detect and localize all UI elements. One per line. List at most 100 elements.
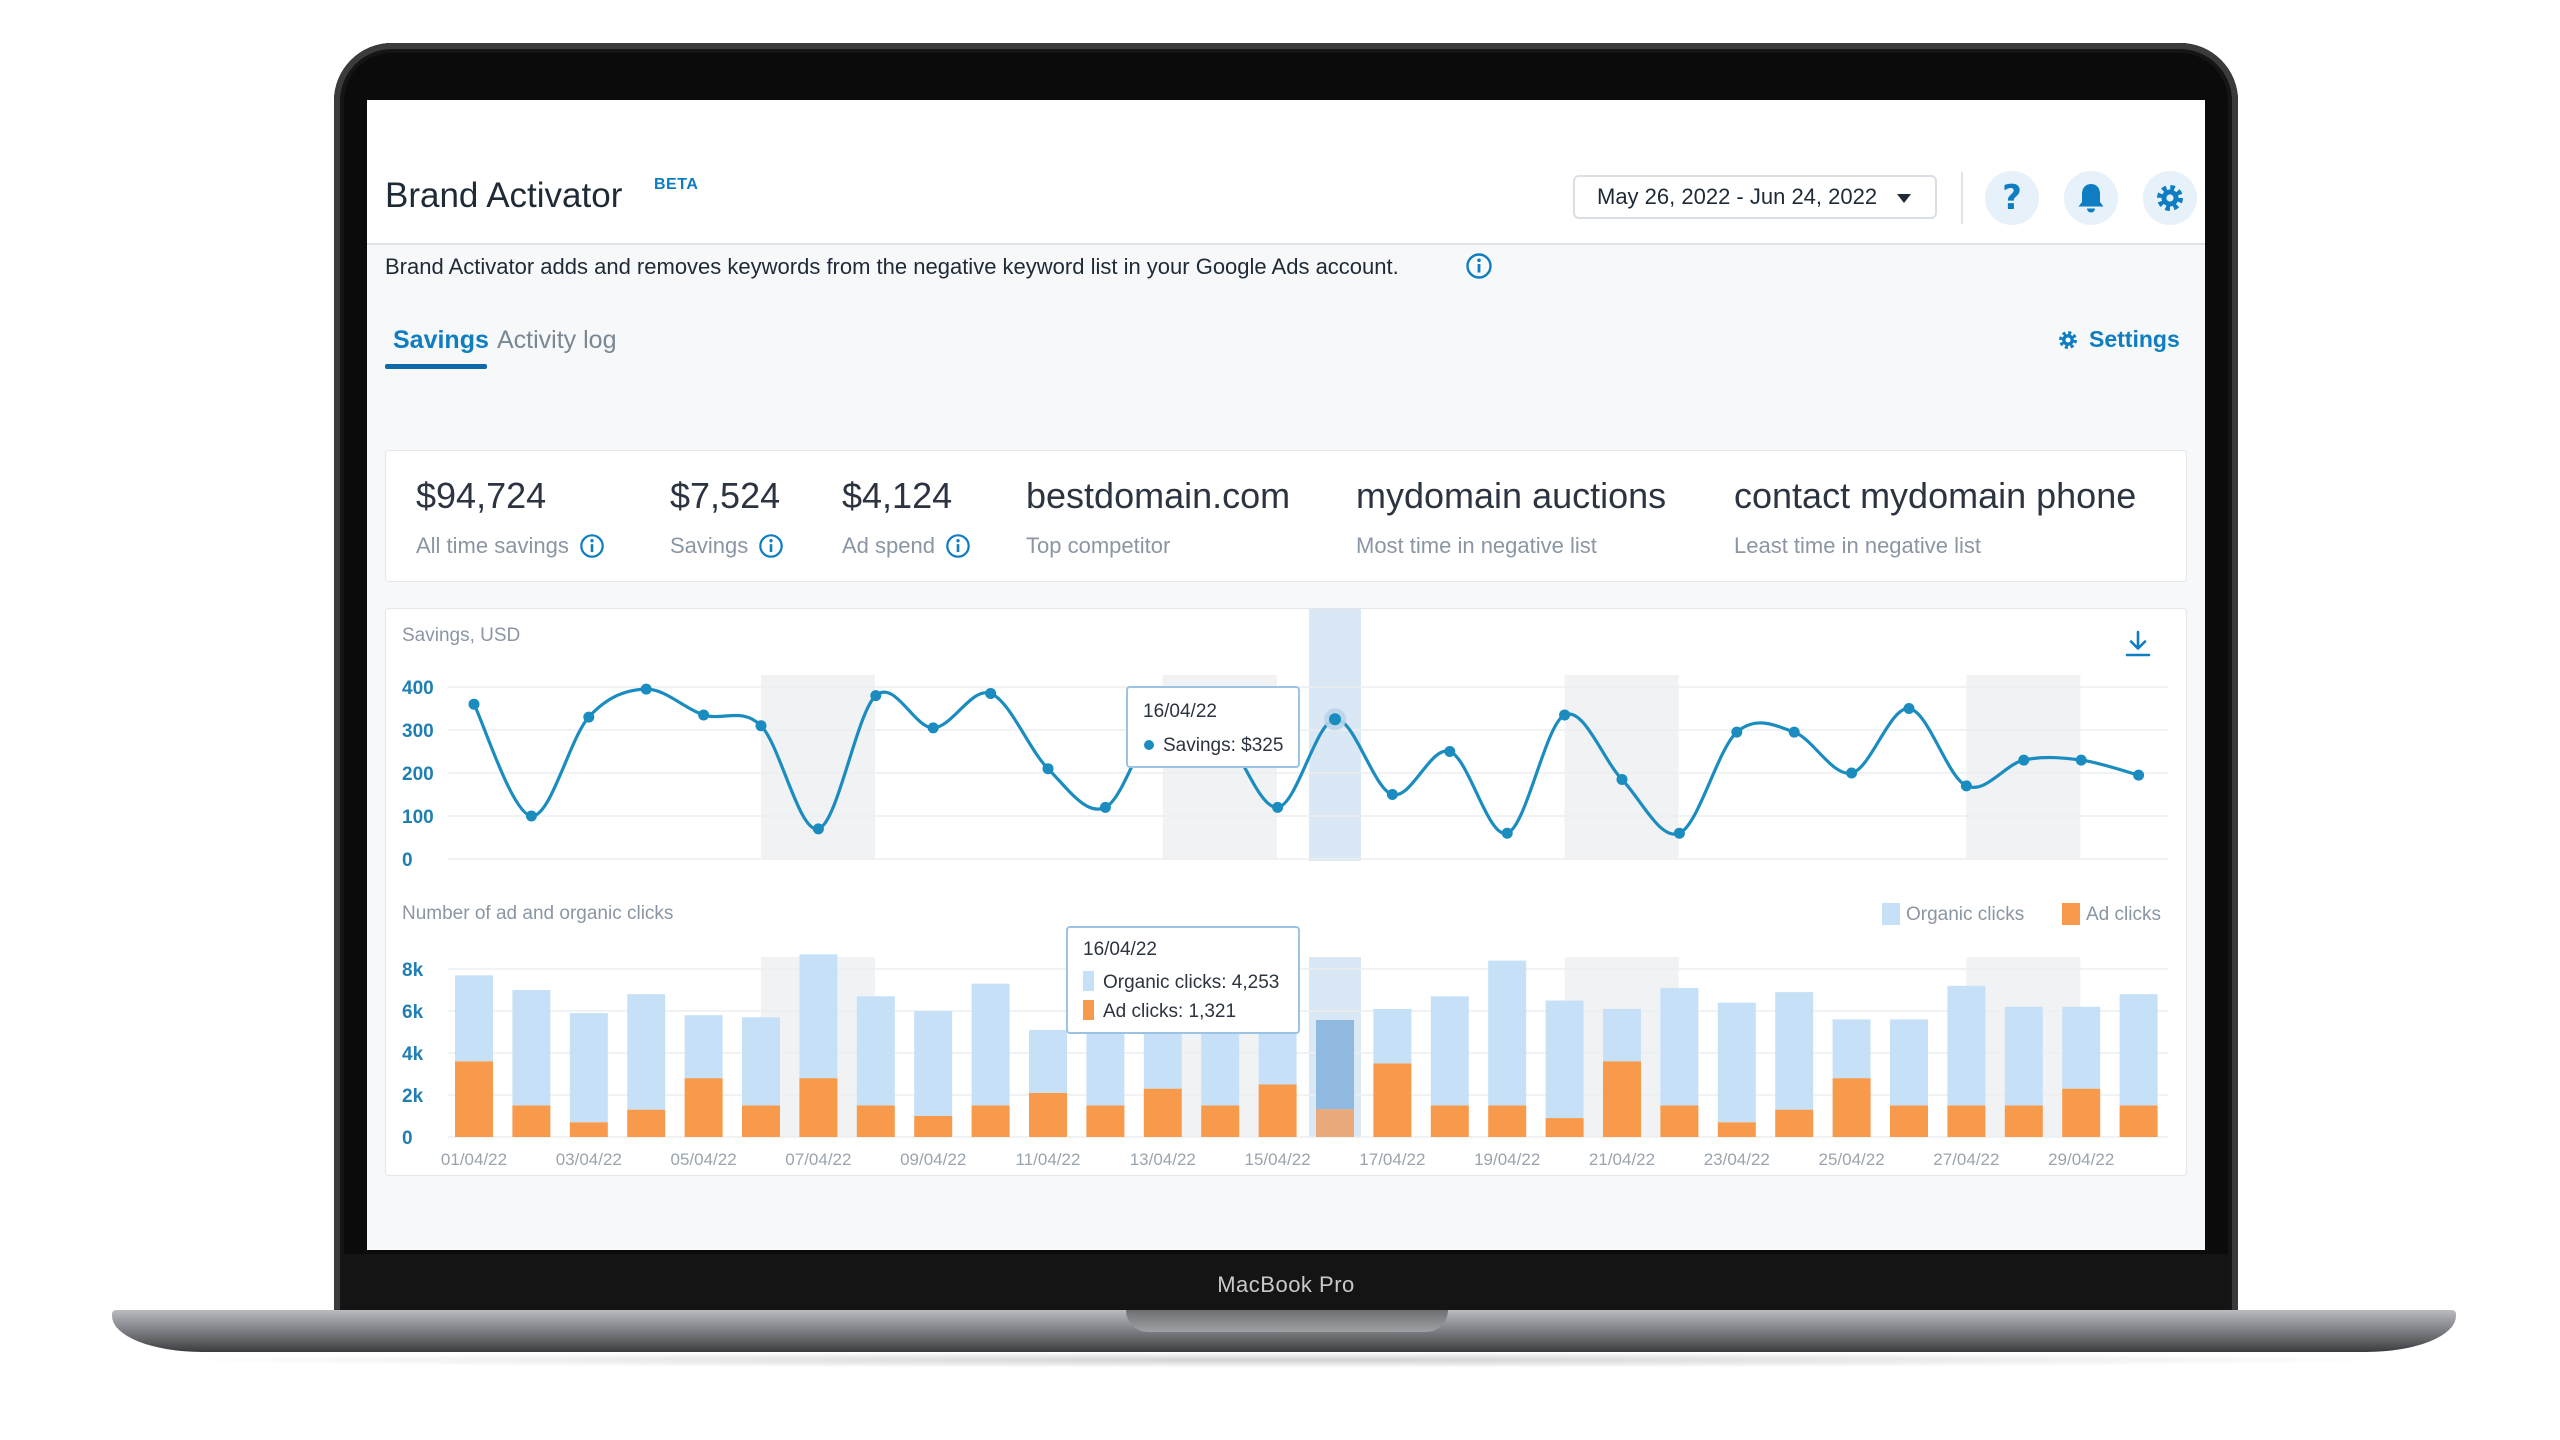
gear-icon — [2059, 330, 2077, 349]
bar-ad — [1373, 1063, 1412, 1137]
x-tick-label: 23/04/22 — [1704, 1150, 1770, 1169]
tooltip-date: 16/04/22 — [1083, 939, 1157, 960]
stat-label-text: All time savings — [416, 533, 569, 558]
x-tick-label: 03/04/22 — [556, 1150, 622, 1169]
savings-point — [870, 690, 882, 702]
legend-swatch-ad — [2062, 903, 2080, 925]
laptop-shadow — [150, 1352, 2418, 1368]
page-title: Brand Activator — [385, 176, 623, 215]
bar-organic — [2119, 994, 2158, 1106]
savings-point — [1673, 827, 1685, 839]
charts-card: 0 100 200 300 400 Savings, USD 16/04/22 Savings… — [385, 608, 2187, 1176]
caret-down-icon — [1897, 194, 1911, 203]
tooltip-box — [1126, 686, 1300, 768]
y-tick-label: 2k — [402, 1086, 424, 1107]
info-icon[interactable] — [758, 533, 784, 559]
stat-value: $4,124 — [842, 475, 953, 516]
laptop-model-label: MacBook Pro — [1217, 1272, 1355, 1297]
bar-ad — [684, 1078, 723, 1137]
x-tick-label: 01/04/22 — [441, 1150, 507, 1169]
bar-organic — [455, 975, 493, 1062]
bar-ad — [455, 1061, 493, 1137]
y-tick-label: 400 — [402, 678, 434, 699]
y-tick-label: 100 — [402, 807, 434, 828]
savings-line — [472, 687, 2140, 836]
bar-organic — [2004, 1006, 2043, 1106]
info-icon[interactable] — [1465, 252, 1493, 280]
bar-organic — [1430, 996, 1469, 1106]
tooltip-organic-value: Organic clicks: 4,253 — [1103, 972, 1279, 993]
savings-point — [583, 711, 595, 723]
savings-point — [2018, 754, 2030, 766]
download-icon[interactable] — [2124, 629, 2152, 659]
stat-label: Ad spend — [842, 533, 971, 559]
savings-point — [1731, 726, 1743, 738]
bar-ad — [1430, 1105, 1469, 1137]
x-tick-label: 19/04/22 — [1474, 1150, 1540, 1169]
header-divider — [1961, 172, 1963, 224]
stat-label-text: Top competitor — [1026, 533, 1171, 558]
bar-ad — [914, 1116, 953, 1137]
stat-label: Savings — [670, 533, 784, 559]
stat-label-text: Savings — [670, 533, 749, 558]
bar-organic — [914, 1011, 953, 1116]
stat-value: contact mydomain phone — [1734, 475, 2137, 516]
savings-point — [1960, 780, 1972, 792]
notifications-button[interactable] — [2064, 171, 2118, 225]
bar-organic — [1545, 1000, 1584, 1119]
savings-point — [927, 722, 939, 734]
bar-organic — [569, 1013, 608, 1123]
y-tick-label: 0 — [402, 1128, 413, 1149]
savings-point — [985, 687, 997, 699]
chart-title: Number of ad and organic clicks — [402, 903, 673, 924]
savings-point — [2133, 769, 2145, 781]
tooltip-swatch-ad — [1083, 1000, 1094, 1020]
gear-icon — [2157, 185, 2183, 211]
savings-point — [2075, 754, 2087, 766]
bar-ad — [1775, 1109, 1814, 1137]
savings-point — [1329, 713, 1341, 726]
date-range-value: May 26, 2022 - Jun 24, 2022 — [1597, 184, 1878, 209]
bar-ad — [627, 1109, 666, 1137]
info-icon[interactable] — [945, 533, 971, 559]
bar-ad — [1717, 1122, 1756, 1137]
date-range-picker[interactable]: May 26, 2022 - Jun 24, 2022 — [1573, 175, 1937, 219]
bar-organic — [799, 954, 838, 1079]
bar-ad — [1947, 1105, 1986, 1137]
bar-organic — [1890, 1019, 1928, 1106]
savings-point — [1386, 789, 1398, 800]
bar-organic — [627, 994, 666, 1110]
bar-organic — [1660, 987, 1699, 1106]
savings-point — [1501, 827, 1513, 839]
bar-ad — [971, 1105, 1010, 1137]
savings-point — [525, 810, 537, 822]
savings-point — [698, 709, 710, 721]
stat-value: mydomain auctions — [1356, 475, 1667, 516]
bell-icon — [2078, 184, 2104, 213]
bar-ad — [799, 1078, 838, 1137]
savings-point — [1616, 773, 1628, 785]
y-tick-label: 6k — [402, 1002, 424, 1023]
y-tick-label: 200 — [402, 764, 434, 785]
bar-ad — [1258, 1084, 1297, 1137]
y-tick-label: 300 — [402, 721, 434, 742]
bar-ad — [1029, 1092, 1067, 1137]
tab-activity-log[interactable]: Activity log — [497, 326, 617, 354]
app-header: Brand Activator BETA May 26, 2022 - Jun … — [367, 100, 2205, 245]
tooltip-box — [1066, 926, 1300, 1034]
weekend-band — [1564, 675, 1679, 859]
tab-savings[interactable]: Savings — [393, 326, 489, 354]
bar-ad — [856, 1105, 895, 1137]
x-tick-label: 25/04/22 — [1819, 1150, 1885, 1169]
bar-organic — [512, 990, 551, 1106]
bar-organic — [1947, 985, 1986, 1106]
bar-organic — [742, 1017, 780, 1106]
app-screen: Brand Activator BETA May 26, 2022 - Jun … — [367, 100, 2205, 1250]
bar-organic — [856, 996, 895, 1106]
savings-point — [1099, 801, 1111, 813]
settings-link[interactable]: Settings — [2057, 326, 2180, 353]
bar-organic — [684, 1015, 723, 1079]
help-button[interactable]: ? — [1985, 171, 2039, 225]
info-icon[interactable] — [579, 533, 605, 559]
settings-gear-button[interactable] — [2143, 171, 2197, 225]
